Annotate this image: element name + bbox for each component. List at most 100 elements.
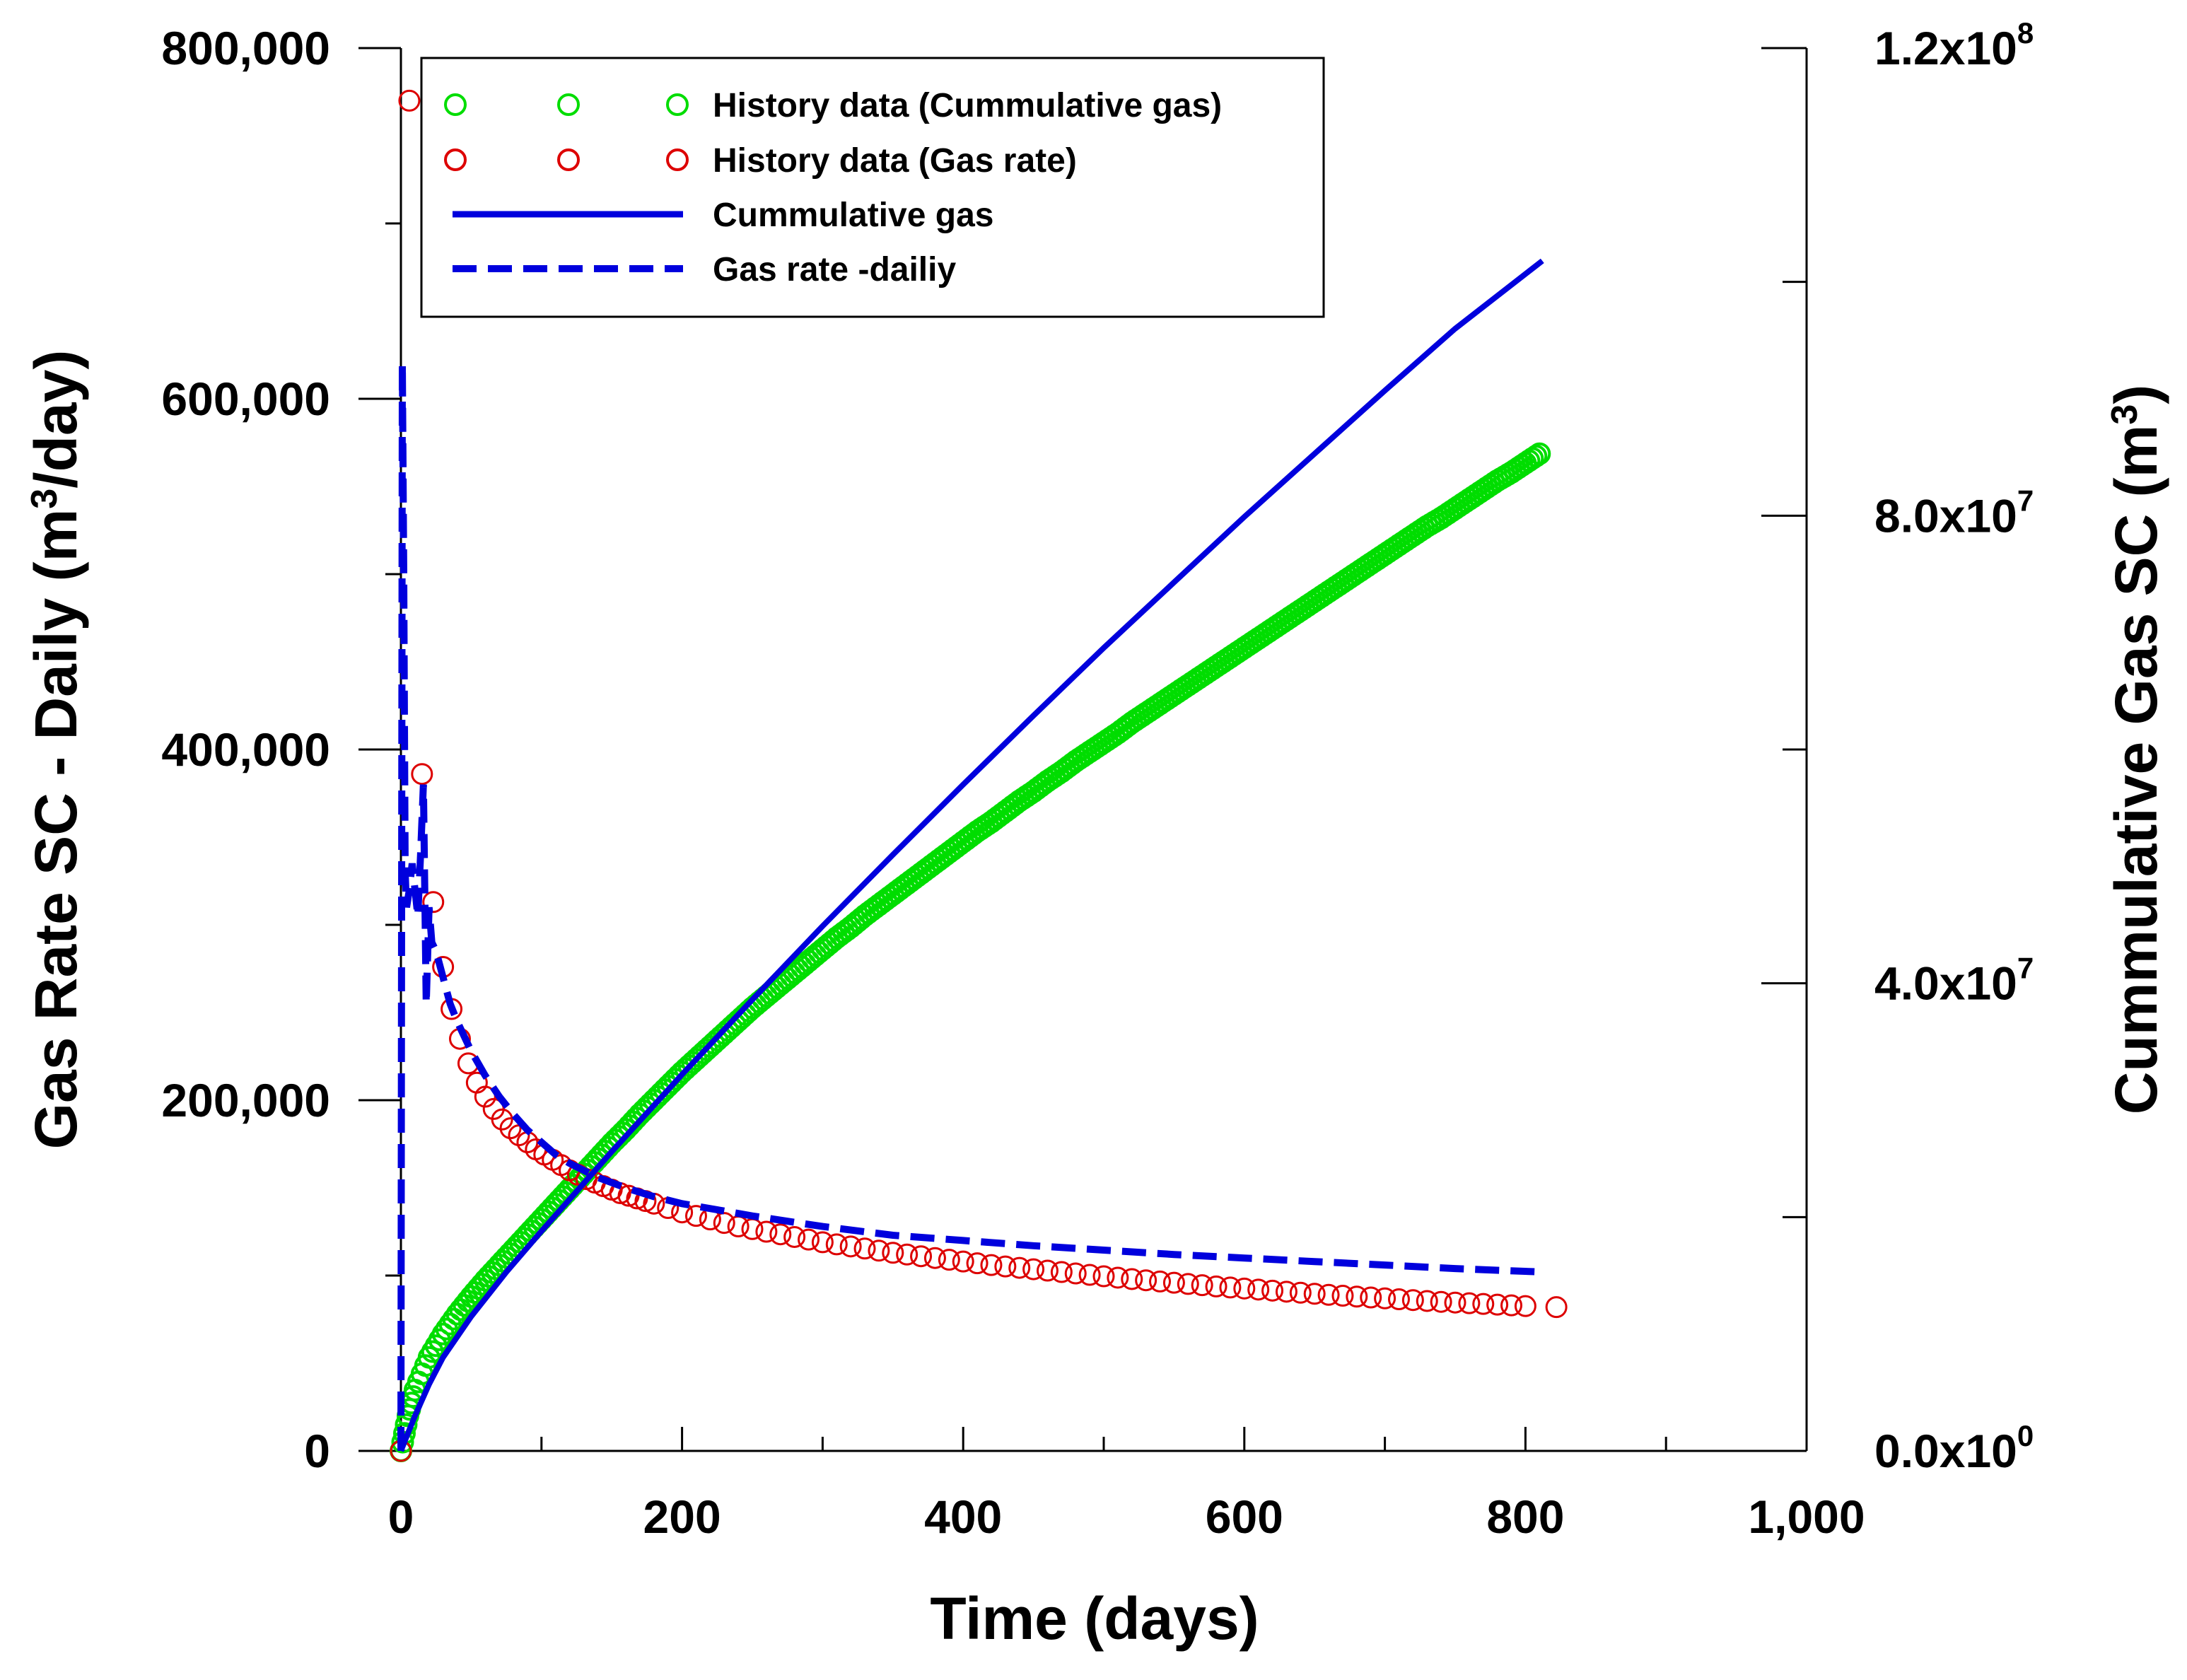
cumulative-history-point — [688, 1044, 711, 1068]
rate-history-point — [1416, 1290, 1438, 1312]
legend-label-cumulative-gas: Cummulative gas — [713, 197, 993, 234]
cumulative-history-point — [438, 1312, 462, 1336]
left-axis-ticks: 0 200,000 400,000 600,000 800,000 — [161, 22, 401, 1477]
rate-history-point — [1444, 1291, 1466, 1314]
right-tick-label: 1.2x108 — [1874, 16, 2034, 74]
right-axis-title-main: Cummulative Gas SC (m — [2103, 425, 2169, 1115]
right-tick-mantissa: 1.2x10 — [1874, 22, 2017, 74]
rate-history-point — [1514, 1295, 1536, 1317]
rate-history-point — [1500, 1294, 1523, 1317]
right-tick-exponent: 0 — [2017, 1419, 2034, 1452]
rate-history-point — [411, 763, 433, 786]
rate-history-point — [910, 1245, 933, 1268]
rate-history-point — [994, 1255, 1017, 1278]
rate-history-point — [839, 1235, 862, 1258]
right-tick-label: 4.0x107 — [1874, 952, 2034, 1010]
rate-history-point — [617, 1184, 640, 1207]
x-tick-label: 800 — [1486, 1491, 1564, 1543]
cumulative-history-point — [702, 1032, 725, 1055]
rate-history-point — [966, 1252, 988, 1275]
rate-history-point — [853, 1237, 876, 1260]
legend-marker-green-1 — [444, 93, 467, 116]
rate-history-point — [1177, 1273, 1199, 1295]
rate-history-point — [713, 1212, 735, 1235]
rate-history-point — [1545, 1296, 1568, 1319]
rate-history-point — [516, 1131, 539, 1154]
rate-history-point — [1149, 1270, 1172, 1293]
rate-history-point — [1078, 1264, 1101, 1286]
x-tick-label: 600 — [1206, 1491, 1283, 1543]
right-axis-title-end: ) — [2103, 385, 2169, 404]
legend-box — [420, 57, 1325, 318]
rate-history-point — [1387, 1288, 1410, 1310]
left-tick-label: 0 — [304, 1425, 330, 1477]
rate-history-point — [938, 1249, 960, 1271]
right-tick-label: 8.0x107 — [1874, 484, 2034, 542]
rate-history-point — [811, 1231, 834, 1254]
left-axis-title-sup: 3 — [24, 489, 65, 509]
rate-history-point — [1191, 1274, 1213, 1297]
rate-history-point — [952, 1250, 974, 1273]
rate-history-point — [783, 1225, 806, 1248]
legend-label-history-rate: History data (Gas rate) — [713, 142, 1077, 180]
legend-marker-green-2 — [557, 93, 580, 116]
rate-history-point — [882, 1242, 904, 1264]
x-tick-label: 1,000 — [1748, 1491, 1865, 1543]
left-axis-title-main: Gas Rate SC - Daily (m — [23, 509, 89, 1150]
cumulative-history-point — [414, 1354, 437, 1377]
cumulative-history-point — [843, 913, 866, 936]
cumulative-history-point — [674, 1057, 697, 1080]
x-tick-label: 0 — [388, 1491, 414, 1543]
right-tick-label: 0.0x100 — [1874, 1419, 2034, 1477]
rate-history-point — [769, 1223, 792, 1246]
cumulative-history-point — [716, 1019, 740, 1042]
rate-history-point — [1064, 1262, 1087, 1285]
rate-history-point — [1022, 1258, 1045, 1281]
rate-history-point — [1219, 1276, 1242, 1299]
cumulative-history-point — [800, 947, 824, 970]
rate-history-point — [1050, 1261, 1073, 1283]
right-tick-mantissa: 4.0x10 — [1874, 957, 2017, 1010]
x-axis-ticks: 0 200 400 600 800 1,000 — [388, 1427, 1865, 1543]
rate-history-point — [1036, 1259, 1058, 1282]
rate-history-point — [1303, 1283, 1326, 1305]
rate-history-point — [1346, 1285, 1368, 1308]
rate-history-point — [1107, 1266, 1129, 1289]
rate-history-point — [684, 1205, 707, 1227]
legend-marker-red-3 — [666, 148, 689, 171]
rate-history-point — [422, 891, 445, 914]
rate-history-point — [741, 1218, 764, 1240]
legend-label-gas-rate-daily: Gas rate -dailiy — [713, 251, 956, 288]
right-tick-mantissa: 0.0x10 — [1874, 1425, 2017, 1477]
series-cumulative-gas-line — [398, 258, 1544, 1452]
rate-history-point — [1401, 1289, 1424, 1312]
cumulative-history-point — [660, 1071, 683, 1095]
cumulative-history-point — [1524, 445, 1548, 468]
right-axis-title-sup: 3 — [2104, 404, 2145, 425]
rate-history-point — [1205, 1275, 1227, 1297]
rate-history-point — [980, 1254, 1003, 1276]
x-tick-label: 400 — [924, 1491, 1002, 1543]
right-tick-exponent: 8 — [2017, 16, 2034, 49]
rate-history-point — [1247, 1278, 1270, 1301]
legend-marker-red-2 — [557, 148, 580, 171]
rate-history-point — [1458, 1292, 1481, 1314]
series-gas-rate-daily-line — [397, 363, 1543, 1452]
x-axis-title: Time (days) — [930, 1585, 1259, 1652]
left-tick-label: 800,000 — [161, 22, 330, 74]
rate-history-point — [1162, 1271, 1185, 1294]
cumulative-history-point — [829, 923, 852, 947]
cumulative-history-point — [477, 1265, 501, 1288]
legend-label-history-cumulative: History data (Cummulative gas) — [713, 87, 1222, 124]
rate-history-point — [1430, 1290, 1452, 1313]
rate-history-point — [1486, 1293, 1509, 1316]
left-tick-label: 200,000 — [161, 1074, 330, 1126]
rate-history-point — [1374, 1287, 1396, 1309]
rate-history-point — [398, 89, 421, 112]
legend-marker-green-3 — [666, 93, 689, 116]
rate-history-point — [1331, 1285, 1354, 1307]
series-history-cumulative-gas — [390, 442, 1551, 1462]
rate-history-point — [1008, 1256, 1031, 1279]
cumulative-history-point — [815, 935, 838, 958]
